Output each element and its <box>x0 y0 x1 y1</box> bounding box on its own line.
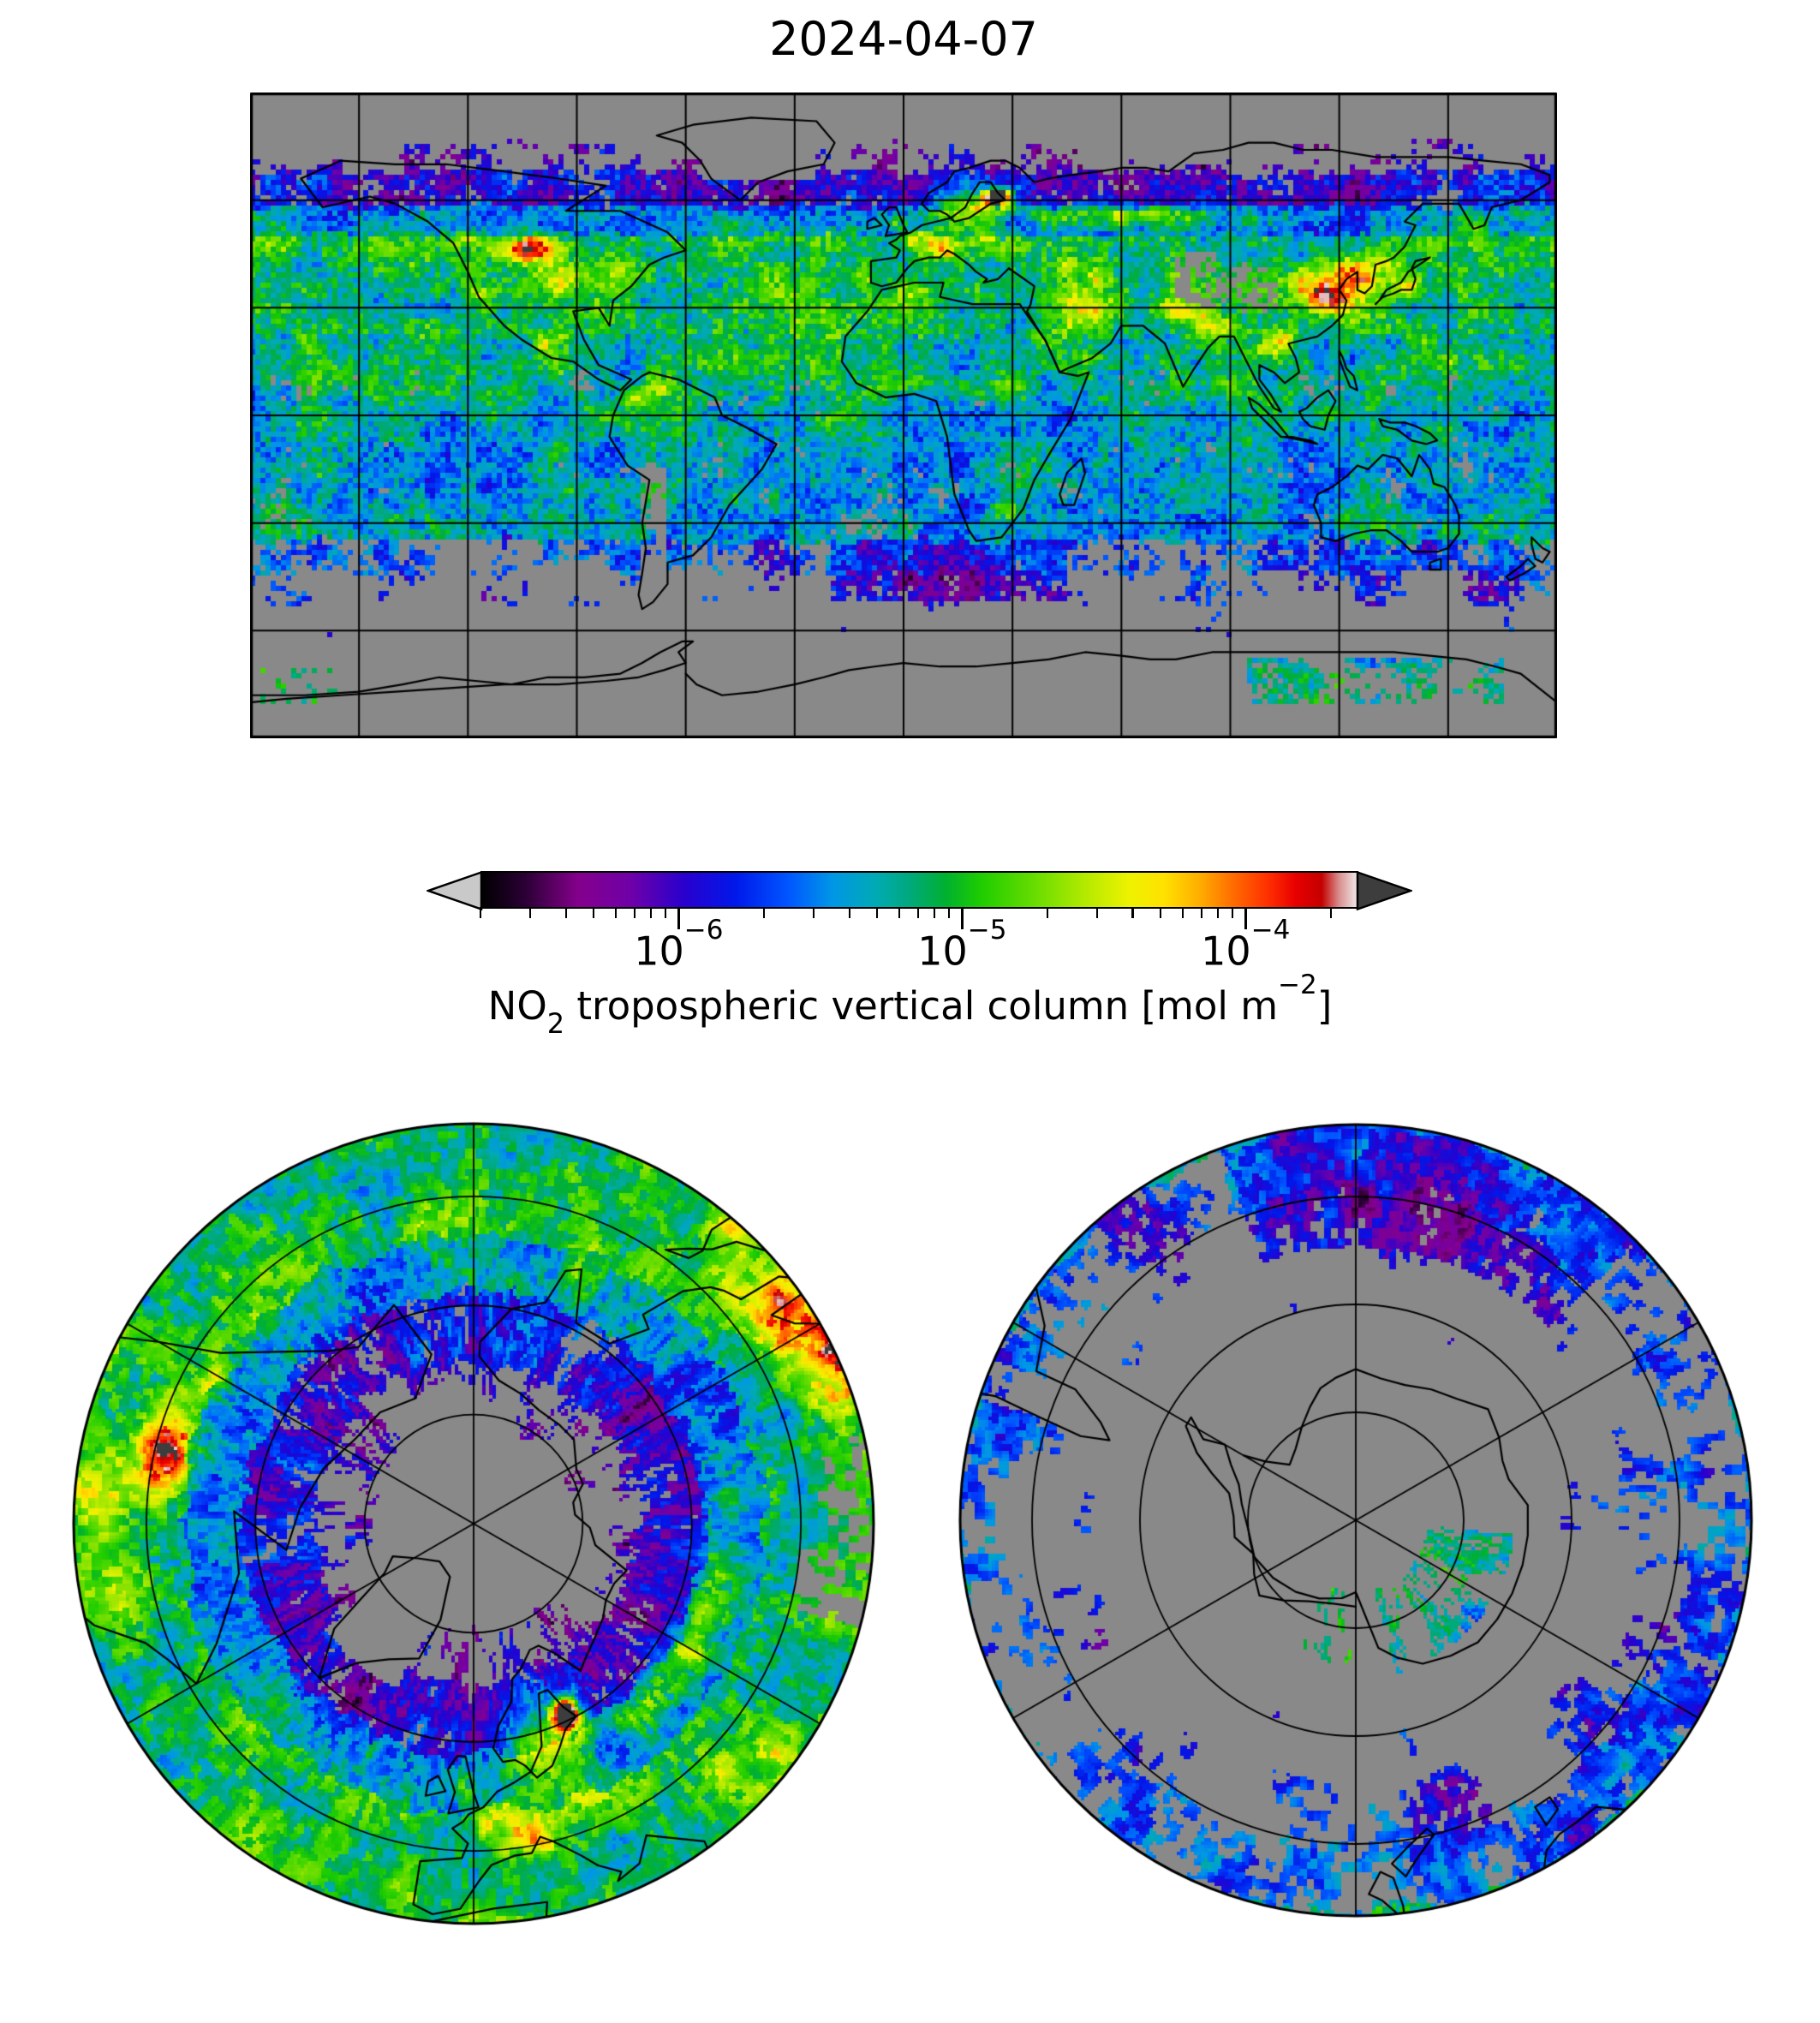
colorbar-major-tick <box>960 907 964 929</box>
colorbar-minor-tick <box>1159 907 1161 918</box>
colorbar-minor-tick <box>564 907 567 918</box>
figure-title: 2024-04-07 <box>769 12 1038 66</box>
colorbar-minor-tick <box>529 907 532 918</box>
colorbar-minor-tick <box>1329 907 1332 918</box>
colorbar-minor-tick <box>1217 907 1220 918</box>
colorbar-major-tick <box>1244 907 1247 929</box>
world-map-canvas <box>250 92 1557 738</box>
colorbar-underflow-arrow-icon <box>427 871 483 910</box>
colorbar-minor-tick <box>592 907 594 918</box>
colorbar-minor-tick <box>1181 907 1184 918</box>
colorbar-tick-label-10−6: 10−6 <box>634 915 724 975</box>
colorbar-minor-tick <box>848 907 850 918</box>
colorbar-minor-tick <box>898 907 900 918</box>
colorbar-minor-tick <box>934 907 936 918</box>
colorbar-minor-tick <box>1046 907 1049 918</box>
colorbar-axis-label: NO2 tropospheric vertical column [mol m−… <box>487 970 1333 1040</box>
colorbar-overflow-arrow-icon <box>1356 871 1412 910</box>
colorbar-minor-tick <box>1096 907 1099 918</box>
colorbar-minor-tick <box>665 907 667 918</box>
colorbar-gradient-bar <box>480 871 1358 909</box>
colorbar-minor-tick <box>813 907 815 918</box>
colorbar-minor-tick <box>1232 907 1234 918</box>
colorbar-minor-tick <box>762 907 766 918</box>
colorbar-minor-tick <box>948 907 951 918</box>
colorbar-minor-tick <box>875 907 878 918</box>
north-polar-map-canvas <box>71 1121 876 1926</box>
colorbar-minor-tick <box>916 907 920 918</box>
colorbar-major-tick <box>677 907 680 929</box>
colorbar-minor-tick <box>479 907 482 918</box>
colorbar-tick-label-10−5: 10−5 <box>917 915 1007 975</box>
colorbar-minor-tick <box>650 907 653 918</box>
colorbar-tick-label-10−4: 10−4 <box>1201 915 1291 975</box>
south-polar-map-canvas <box>958 1122 1754 1919</box>
colorbar-minor-tick <box>1131 907 1134 918</box>
colorbar-minor-tick <box>633 907 636 918</box>
colorbar-minor-tick <box>614 907 617 918</box>
colorbar-minor-tick <box>1200 907 1203 918</box>
